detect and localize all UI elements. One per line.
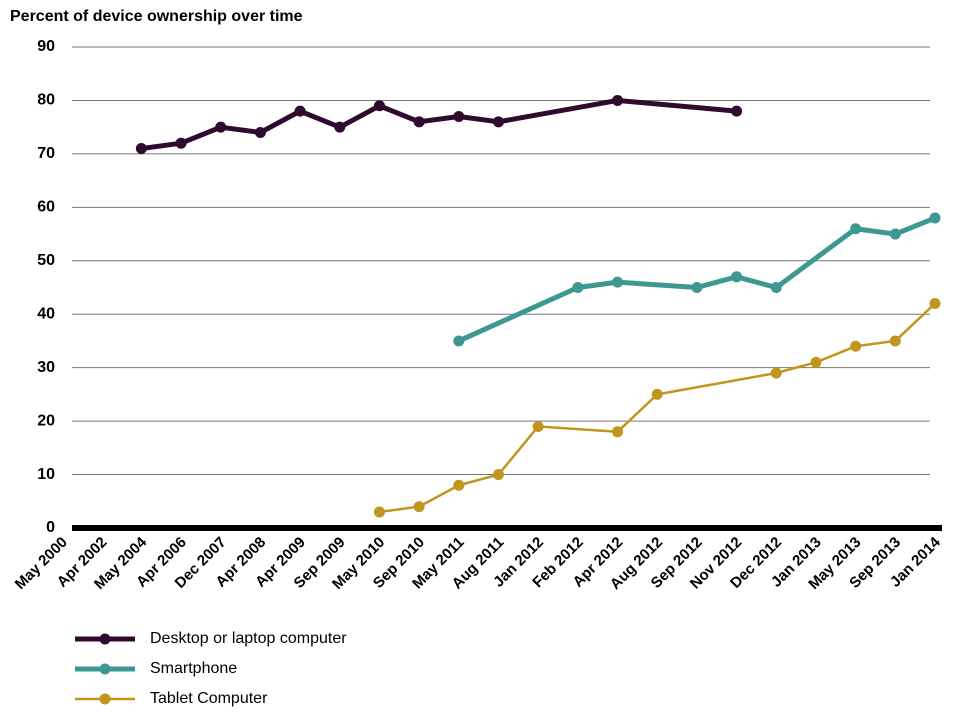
data-point <box>215 121 227 133</box>
data-point <box>254 127 266 139</box>
y-tick-label: 50 <box>37 252 55 269</box>
y-tick-label: 70 <box>37 145 55 162</box>
data-point <box>334 121 346 133</box>
legend-marker <box>99 693 111 705</box>
data-point <box>889 335 901 347</box>
data-point <box>850 223 862 235</box>
data-point <box>770 282 782 293</box>
y-tick-label: 0 <box>46 519 55 536</box>
data-point <box>493 116 504 128</box>
data-point <box>810 356 822 368</box>
data-point <box>770 367 782 379</box>
data-point <box>929 298 941 310</box>
data-point <box>929 212 941 224</box>
data-point <box>731 105 743 117</box>
y-tick-label: 20 <box>37 412 55 429</box>
data-point <box>889 228 901 240</box>
y-tick-label: 90 <box>37 38 55 55</box>
data-point <box>453 110 465 122</box>
legend-label: Tablet Computer <box>150 690 268 707</box>
data-point <box>453 335 465 347</box>
data-point <box>731 271 743 283</box>
data-point <box>691 282 703 293</box>
legend-marker <box>99 663 111 675</box>
data-point <box>850 340 862 352</box>
data-point <box>135 143 147 155</box>
data-point <box>651 388 663 400</box>
y-tick-label: 30 <box>37 359 55 376</box>
data-point <box>373 100 385 112</box>
series-line <box>457 215 936 344</box>
data-point <box>612 426 624 438</box>
data-point <box>175 137 187 149</box>
legend-marker <box>99 633 111 645</box>
y-tick-label: 40 <box>37 305 55 322</box>
legend-label: Smartphone <box>150 660 237 677</box>
y-tick-label: 60 <box>37 199 55 216</box>
data-point <box>493 469 504 481</box>
data-point <box>413 116 425 128</box>
data-point <box>413 501 425 513</box>
data-point <box>294 105 306 117</box>
data-point <box>453 479 465 491</box>
data-point <box>612 276 624 288</box>
data-point <box>532 420 544 432</box>
chart-title: Percent of device ownership over time <box>10 8 303 25</box>
series-line <box>379 302 936 514</box>
data-point <box>373 506 385 518</box>
y-tick-label: 10 <box>37 466 55 483</box>
legend-label: Desktop or laptop computer <box>150 630 347 647</box>
data-point <box>572 282 584 293</box>
data-point <box>612 94 624 106</box>
y-tick-label: 80 <box>37 92 55 109</box>
series-line <box>141 97 737 152</box>
